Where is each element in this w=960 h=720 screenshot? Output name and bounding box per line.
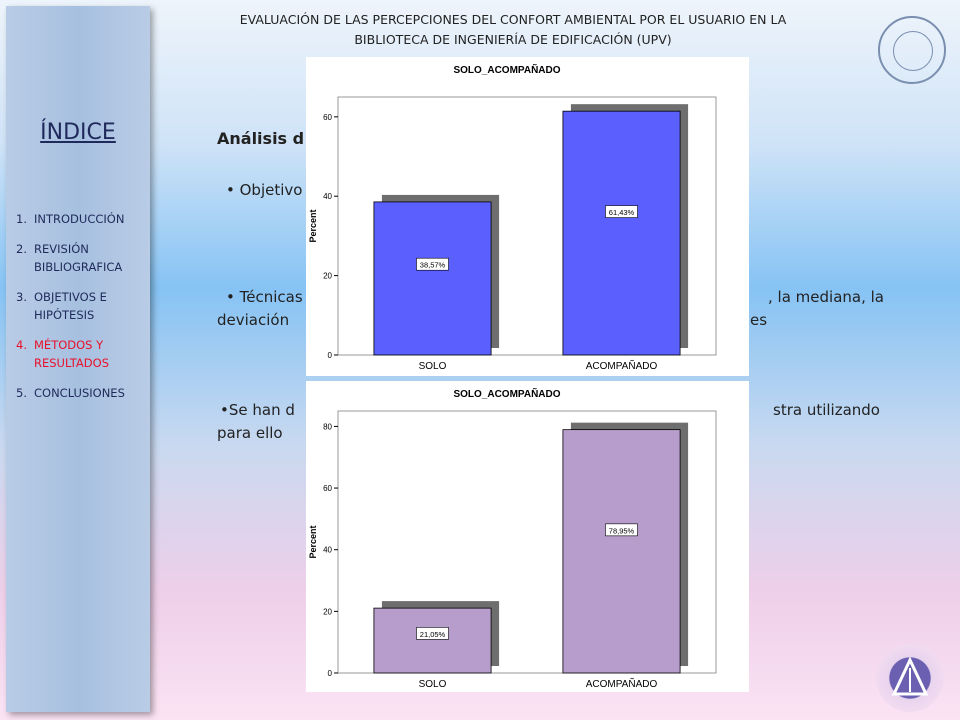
slide-header: EVALUACIÓN DE LAS PERCEPCIONES DEL CONFO… bbox=[160, 10, 866, 50]
data-label: 38,57% bbox=[420, 261, 446, 270]
section-title: Análisis d bbox=[217, 129, 305, 148]
bar bbox=[373, 607, 492, 674]
index-item-label: OBJETIVOS E HIPÓTESIS bbox=[34, 290, 107, 322]
data-label: 78,95% bbox=[609, 526, 635, 535]
bullet-objective-text: Objetivo bbox=[239, 181, 303, 199]
index-item-label: INTRODUCCIÓN bbox=[34, 212, 125, 226]
y-tick-label: 40 bbox=[323, 192, 332, 201]
y-tick-label: 60 bbox=[323, 113, 332, 122]
x-tick-label: SOLO bbox=[419, 361, 447, 372]
data-label-box bbox=[416, 627, 449, 640]
school-logo-icon bbox=[876, 644, 944, 712]
index-item-number: 2. bbox=[16, 242, 27, 256]
chart-solo-acompanado-1: SOLO_ACOMPAÑADO 0 20 40 60 Percent 38,57% SOLO 6… bbox=[306, 57, 749, 376]
bullet-sample-line2: para ello bbox=[217, 424, 283, 442]
data-label: 21,05% bbox=[420, 630, 446, 639]
chart-title: SOLO_ACOMPAÑADO bbox=[453, 63, 560, 76]
chart-solo-acompanado-2: SOLO_ACOMPAÑADO 0 20 40 60 80 Percent 21,05% SOL… bbox=[306, 381, 749, 692]
bullet-techniques-line1-right: , la mediana, la bbox=[768, 288, 884, 306]
y-axis-label: Percent bbox=[308, 209, 318, 242]
data-label-box bbox=[416, 257, 449, 271]
bullet-techniques-line2-right: es bbox=[750, 311, 768, 329]
index-item-conclusiones[interactable]: 5. CONCLUSIONES bbox=[16, 384, 146, 402]
bullet-sample-line1: •Se han d bbox=[220, 401, 295, 419]
bullet-sample-line1-right: stra utilizando bbox=[773, 401, 880, 419]
index-item-number: 3. bbox=[16, 290, 27, 304]
seal-inner-ring bbox=[893, 31, 933, 71]
y-tick-label: 20 bbox=[323, 272, 332, 281]
y-tick-label: 60 bbox=[323, 484, 332, 493]
chart-1-svg: SOLO_ACOMPAÑADO 0 20 40 60 Percent 38,57% SOLO 6… bbox=[308, 63, 717, 372]
index-item-number: 5. bbox=[16, 386, 27, 400]
bullet-objective: • Objetivo bbox=[226, 181, 303, 199]
header-line-1: EVALUACIÓN DE LAS PERCEPCIONES DEL CONFO… bbox=[239, 12, 787, 27]
index-item-number: 4. bbox=[16, 338, 27, 352]
data-label-box bbox=[605, 205, 638, 218]
data-label: 61,43% bbox=[609, 208, 635, 217]
y-tick-label: 80 bbox=[323, 422, 332, 431]
x-tick-label: ACOMPAÑADO bbox=[586, 359, 658, 372]
bar bbox=[562, 429, 681, 674]
y-axis-label: Percent bbox=[308, 525, 318, 558]
triangle-emblem-icon bbox=[891, 656, 929, 696]
index-item-objetivos[interactable]: 3. OBJETIVOS E HIPÓTESIS bbox=[16, 288, 146, 324]
index-item-number: 1. bbox=[16, 212, 27, 226]
bullet-sample-text: Se han d bbox=[228, 401, 295, 419]
index-item-label: CONCLUSIONES bbox=[34, 386, 125, 400]
y-tick-label: 20 bbox=[323, 607, 332, 616]
index-item-label: MÉTODOS Y RESULTADOS bbox=[34, 338, 110, 370]
index-item-revision[interactable]: 2. REVISIÓN BIBLIOGRAFICA bbox=[16, 240, 146, 276]
header-line-2: BIBLIOTECA DE INGENIERÍA DE EDIFICACIÓN … bbox=[354, 32, 672, 47]
bullet-techniques-line2: deviación bbox=[217, 311, 290, 329]
index-item-introduccion[interactable]: 1. INTRODUCCIÓN bbox=[16, 210, 146, 228]
bar bbox=[562, 110, 681, 356]
chart-2-svg: SOLO_ACOMPAÑADO 0 20 40 60 80 Percent 21,05% SOL… bbox=[308, 387, 717, 690]
chart-title: SOLO_ACOMPAÑADO bbox=[453, 387, 560, 400]
university-seal-icon bbox=[878, 16, 946, 84]
bullet-techniques-line1: • Técnicas bbox=[226, 288, 303, 306]
x-tick-label: SOLO bbox=[419, 679, 447, 690]
index-title: ÍNDICE bbox=[40, 120, 116, 145]
y-tick-label: 0 bbox=[328, 351, 333, 360]
index-item-metodos[interactable]: 4. MÉTODOS Y RESULTADOS bbox=[16, 336, 146, 372]
y-tick-label: 40 bbox=[323, 546, 332, 555]
bullet-techniques-text: Técnicas bbox=[239, 288, 303, 306]
bar bbox=[373, 201, 492, 356]
data-label-box bbox=[605, 523, 638, 537]
y-tick-label: 0 bbox=[328, 669, 333, 678]
x-tick-label: ACOMPAÑADO bbox=[586, 677, 658, 690]
index-list: 1. INTRODUCCIÓN 2. REVISIÓN BIBLIOGRAFICA … bbox=[16, 210, 146, 414]
index-item-label: REVISIÓN BIBLIOGRAFICA bbox=[34, 242, 123, 274]
sidebar: ÍNDICE 1. INTRODUCCIÓN 2. REVISIÓN BIBLIOG… bbox=[6, 6, 150, 712]
